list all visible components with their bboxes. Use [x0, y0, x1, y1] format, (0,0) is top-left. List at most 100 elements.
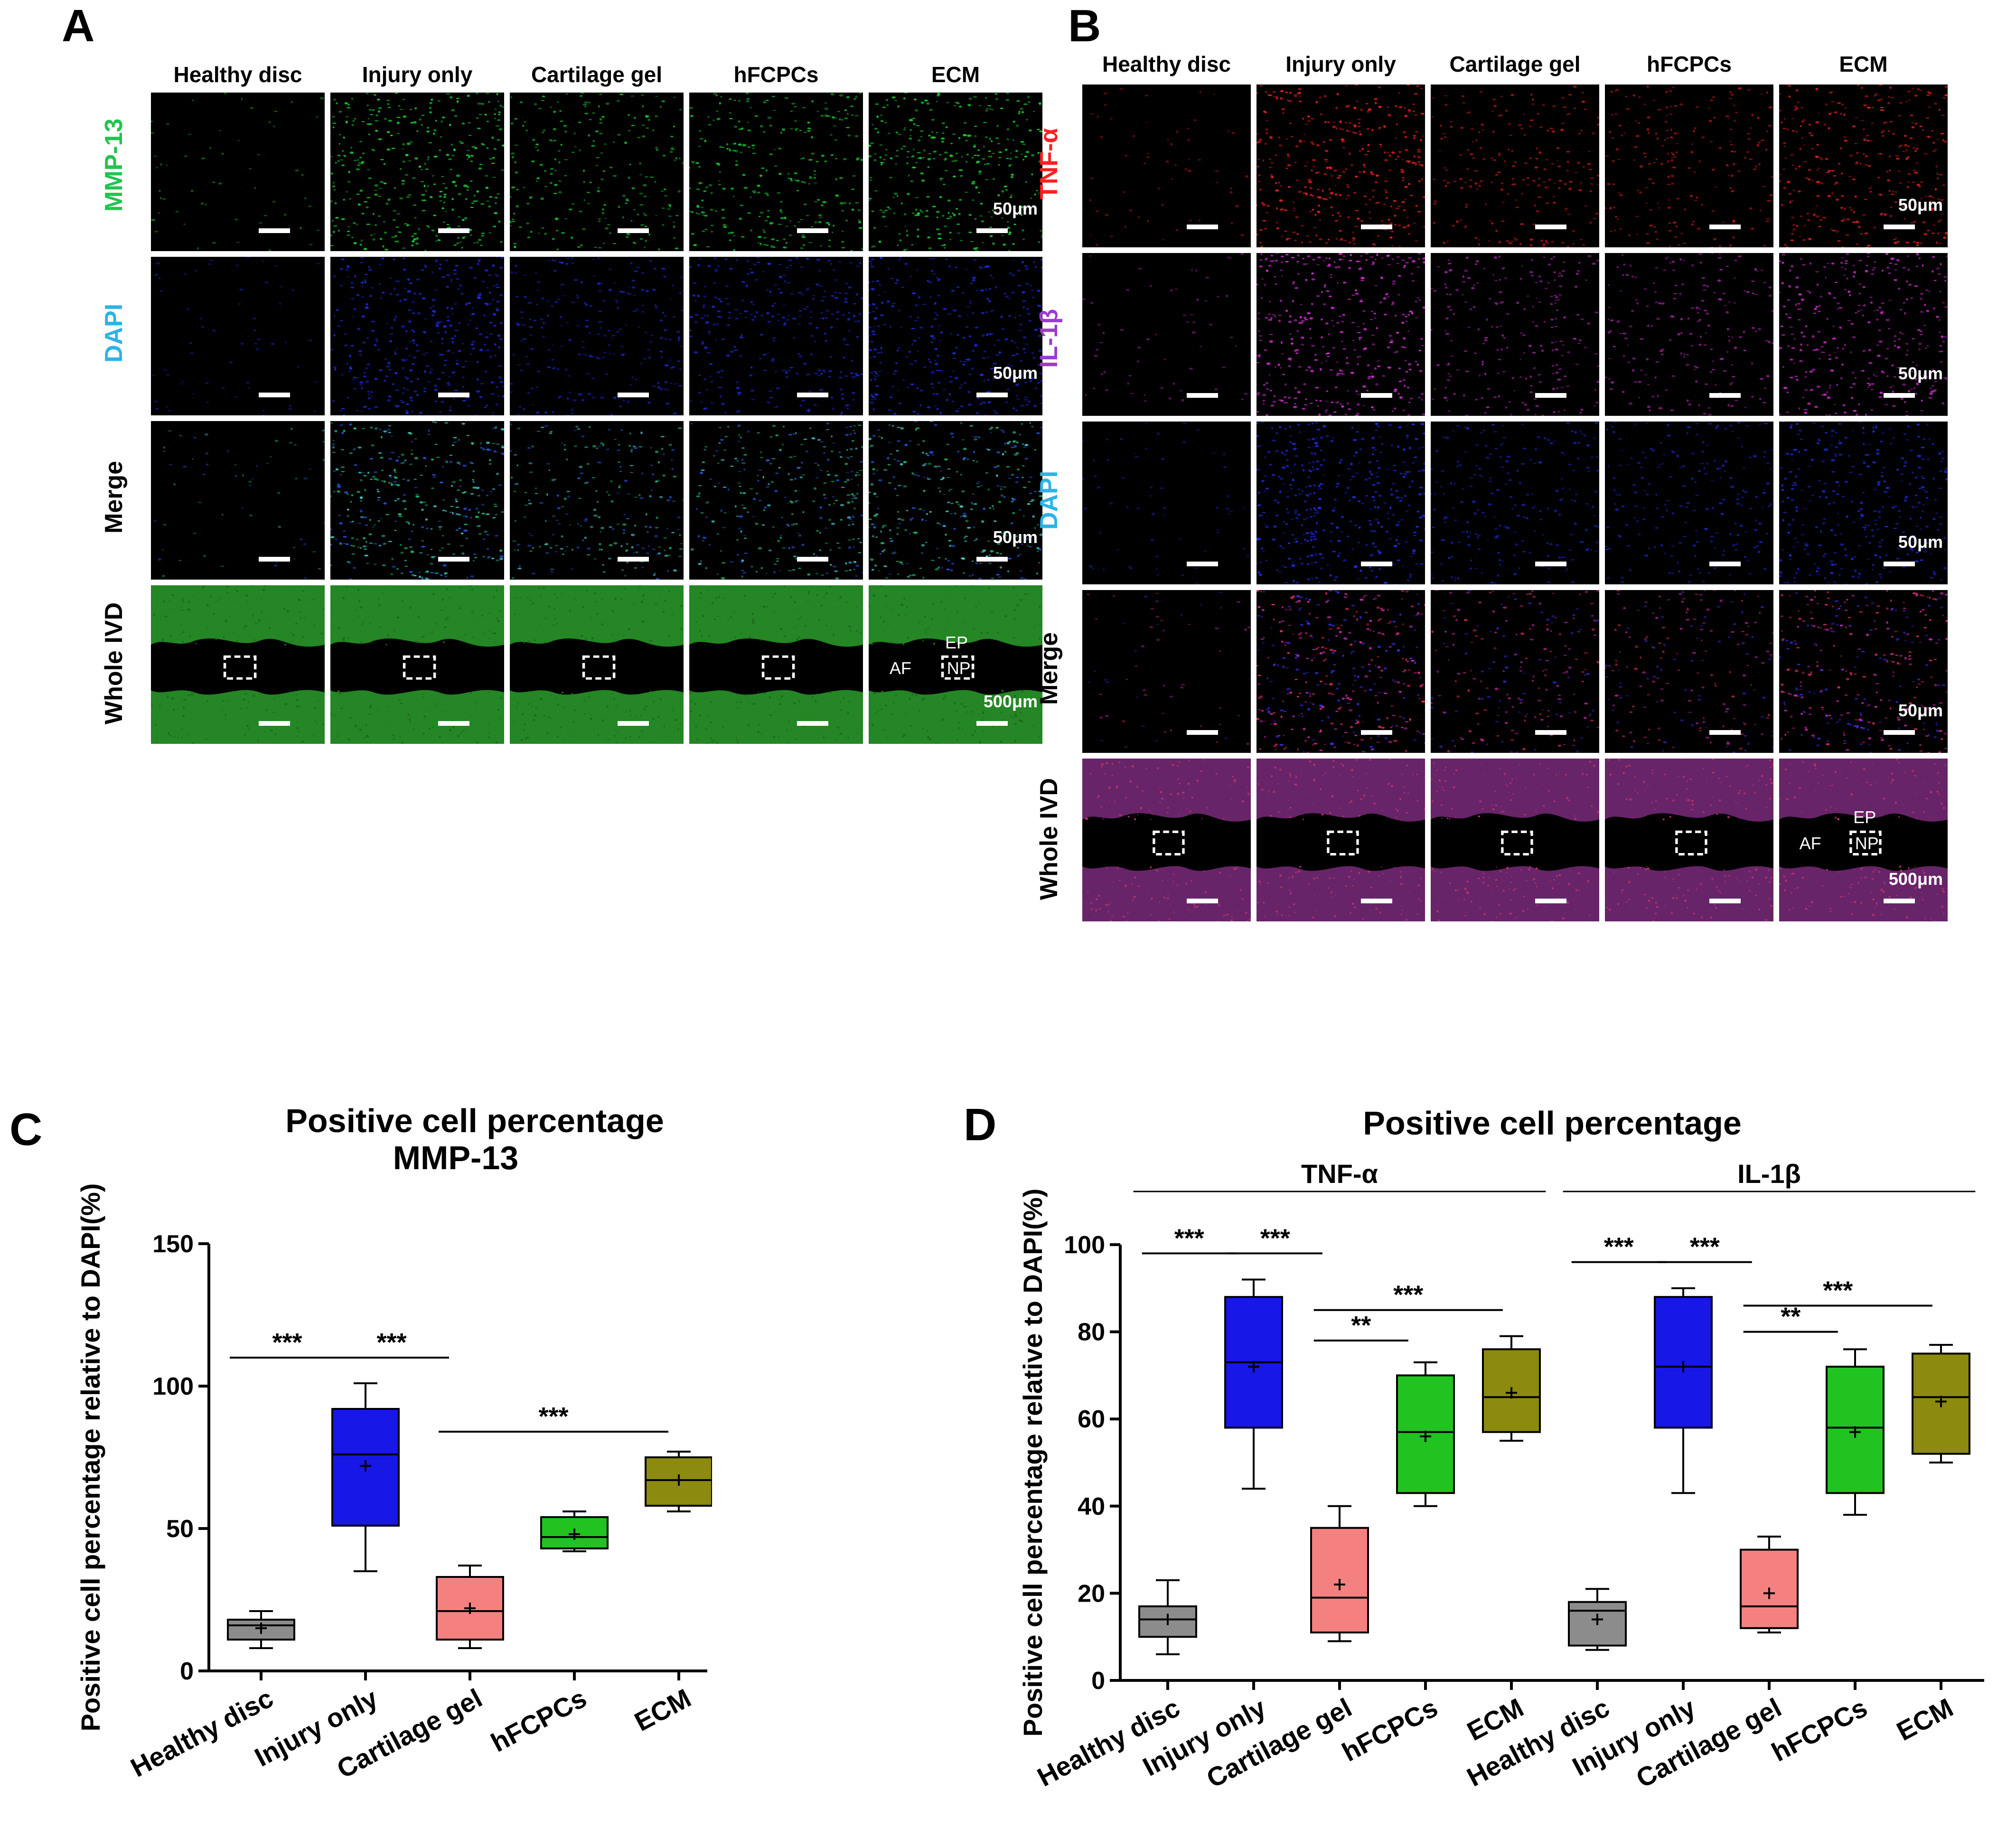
scale-bar-label: 500μm: [983, 692, 1038, 711]
row-label: Whole IVD: [100, 602, 128, 724]
micrograph-tile: [1431, 759, 1599, 921]
micrograph-tile: [330, 421, 504, 580]
scale-bar: [1361, 225, 1393, 229]
micrograph-tile: 50μm: [1779, 590, 1948, 753]
micrograph-tile: [1605, 590, 1773, 753]
scale-bar: [438, 721, 469, 726]
y-tick-label: 80: [1078, 1319, 1105, 1346]
column-heading: ECM: [931, 62, 980, 87]
micrograph-tile: [510, 257, 684, 415]
region-label-np: NP: [1855, 833, 1879, 853]
micrograph-tile: [1082, 422, 1251, 584]
micrograph-tile: [689, 585, 863, 744]
scale-bar-label: 50μm: [993, 199, 1038, 218]
micrograph-tile: [330, 93, 504, 251]
region-label-af: AF: [1799, 833, 1821, 853]
column-heading: hFCPCs: [1647, 52, 1732, 76]
y-tick-label: 0: [180, 1658, 194, 1685]
scale-bar: [976, 721, 1008, 726]
scale-bar: [1884, 730, 1915, 735]
micrograph-tile: [689, 93, 863, 251]
scale-bar: [976, 557, 1008, 562]
row-label: IL-1β: [1035, 309, 1063, 368]
scale-bar-label: 50μm: [1898, 532, 1943, 552]
scale-bar: [1187, 730, 1219, 735]
micrograph-tile: [151, 421, 325, 580]
scale-bar-label: 50μm: [993, 527, 1038, 547]
scale-bar: [1361, 730, 1393, 735]
scale-bar: [258, 721, 290, 726]
micrograph-tile: [1256, 590, 1425, 753]
row-label: Merge: [100, 460, 128, 534]
micrograph-tile: [1605, 84, 1773, 247]
region-label-ep: EP: [945, 633, 968, 653]
scale-bar: [438, 228, 469, 233]
scale-bar: [797, 721, 828, 726]
micrograph-tile: 500μm AF EP NP: [1779, 759, 1948, 921]
scale-bar: [438, 557, 469, 562]
column-heading: Cartilage gel: [531, 62, 663, 87]
y-tick-label: 100: [1064, 1231, 1105, 1259]
y-tick-label: 150: [152, 1230, 194, 1258]
scale-bar: [797, 393, 828, 397]
scale-bar: [1709, 730, 1741, 735]
micrograph-tile: 50μm: [869, 257, 1042, 415]
region-label-ep: EP: [1853, 807, 1876, 827]
y-tick-label: 50: [166, 1515, 194, 1543]
micrograph-tile: [510, 93, 684, 251]
scale-bar: [438, 393, 469, 397]
scale-bar: [1187, 562, 1219, 566]
scale-bar-label: 50μm: [993, 363, 1038, 383]
y-tick-label: 0: [1091, 1667, 1105, 1695]
x-tick-label: Healthy disc: [126, 1683, 278, 1783]
significance-label: ***: [1823, 1276, 1853, 1305]
significance-label: ***: [376, 1328, 406, 1357]
micrograph-tile: 50μm: [869, 421, 1042, 580]
micrograph-tile: [1605, 253, 1773, 416]
scale-bar: [617, 557, 649, 562]
panel-c-letter: C: [9, 1104, 43, 1155]
x-tick-label: ECM: [629, 1683, 695, 1737]
scale-bar: [976, 228, 1008, 233]
significance-label: ***: [538, 1402, 568, 1431]
scale-bar: [1361, 562, 1393, 566]
scale-bar: [797, 557, 828, 562]
micrograph-tile: [689, 257, 863, 415]
micrograph-tile: [510, 585, 684, 744]
micrograph-tile: 50μm: [1779, 84, 1948, 247]
micrograph-tile: [1431, 422, 1599, 584]
column-heading: Healthy disc: [173, 62, 302, 87]
y-tick-label: 100: [152, 1373, 194, 1400]
micrograph-tile: [151, 93, 325, 251]
panel-d-letter: D: [964, 1099, 997, 1150]
micrograph-tile: [1256, 253, 1425, 416]
micrograph-tile: [1082, 759, 1251, 921]
scale-bar-label: 50μm: [1898, 701, 1943, 720]
scale-bar: [1187, 225, 1219, 229]
row-label: DAPI: [100, 303, 128, 363]
micrograph-tile: [151, 585, 325, 744]
y-axis-label: Positive cell percentage relative to DAP…: [75, 1183, 105, 1732]
scale-bar: [617, 228, 649, 233]
scale-bar: [258, 393, 290, 397]
micrograph-tile: 500μm AF EP NP: [869, 585, 1042, 744]
column-heading: ECM: [1839, 52, 1888, 76]
y-tick-label: 20: [1078, 1580, 1105, 1607]
row-label: Whole IVD: [1035, 778, 1063, 900]
panel-a-letter: A: [62, 0, 95, 51]
y-tick-label: 60: [1078, 1406, 1105, 1433]
y-tick-label: 40: [1078, 1493, 1105, 1520]
scale-bar: [1535, 562, 1567, 566]
micrograph-tile: [330, 585, 504, 744]
scale-bar: [258, 557, 290, 562]
x-tick-label: hFCPCs: [1767, 1692, 1872, 1767]
x-tick-label: ECM: [1892, 1692, 1958, 1746]
column-heading: hFCPCs: [733, 62, 819, 87]
micrograph-tile: [1431, 590, 1599, 753]
scale-bar: [1535, 899, 1567, 903]
scale-bar: [1535, 393, 1567, 398]
panel-b-letter: B: [1068, 0, 1101, 51]
scale-bar: [1709, 899, 1741, 903]
micrograph-tile: 50μm: [869, 93, 1042, 251]
micrograph-tile: [1431, 253, 1599, 416]
